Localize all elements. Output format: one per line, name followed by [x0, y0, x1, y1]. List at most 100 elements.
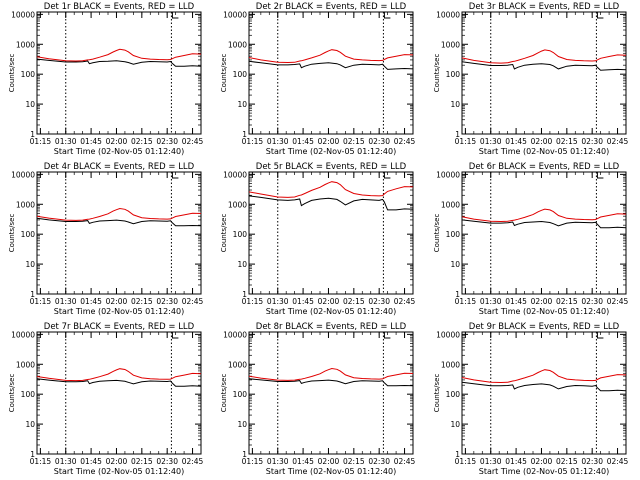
x-tick-label: 01:15 — [242, 137, 264, 146]
y-tick-label: 1000 — [441, 200, 460, 209]
y-tick-label: 10 — [450, 260, 460, 269]
x-tick-label: 02:00 — [318, 137, 340, 146]
y-tick-label: 10000 — [223, 170, 247, 179]
x-tick-label: 02:00 — [318, 457, 340, 466]
y-tick-label: 100 — [446, 70, 461, 79]
x-tick-label: 02:00 — [531, 297, 553, 306]
x-tick-label: 02:30 — [368, 137, 390, 146]
x-tick-label: 02:30 — [581, 297, 603, 306]
detector-plot-1: Det 1r BLACK = Events, RED = LLD 1 10 100 10… — [8, 2, 204, 156]
x-tick-label: 02:30 — [581, 137, 603, 146]
y-axis-label: Counts/sec — [8, 374, 16, 413]
x-tick-label: 01:45 — [505, 297, 527, 306]
y-tick-label: 1 — [455, 290, 460, 299]
lld-series-line — [248, 49, 414, 64]
y-tick-label: 10000 — [11, 330, 35, 339]
y-tick-label: 1 — [242, 130, 247, 139]
events-series-line — [248, 378, 414, 387]
y-axis-label: Counts/sec — [8, 214, 16, 253]
x-axis-label: Start Time (02-Nov-05 01:12:40) — [54, 467, 184, 476]
y-tick-label: 10000 — [436, 170, 460, 179]
y-tick-label: 1000 — [16, 40, 35, 49]
x-tick-label: 01:15 — [30, 297, 52, 306]
x-tick-label: 01:15 — [30, 137, 52, 146]
x-axis-label: Start Time (02-Nov-05 01:12:40) — [479, 307, 609, 316]
y-tick-label: 1000 — [228, 200, 247, 209]
y-axis-label: Counts/sec — [433, 214, 441, 253]
plot-frame — [36, 11, 202, 135]
lld-series-line — [36, 368, 202, 382]
plot-title: Det 7r BLACK = Events, RED = LLD — [44, 322, 195, 332]
x-axis-label: Start Time (02-Nov-05 01:12:40) — [54, 147, 184, 156]
y-tick-label: 100 — [21, 390, 36, 399]
events-series-line — [36, 378, 202, 387]
x-tick-label: 01:30 — [55, 297, 77, 306]
plot-frame — [248, 171, 414, 295]
y-axis-label: Counts/sec — [220, 54, 228, 93]
marker-bracket — [171, 332, 179, 339]
y-tick-label: 1 — [30, 290, 35, 299]
x-tick-label: 02:45 — [607, 457, 629, 466]
y-tick-label: 10000 — [223, 10, 247, 19]
y-tick-label: 10000 — [436, 10, 460, 19]
x-tick-label: 01:45 — [80, 297, 102, 306]
y-tick-label: 10 — [237, 100, 247, 109]
y-tick-label: 100 — [233, 70, 248, 79]
marker-bracket — [596, 12, 604, 19]
marker-bracket — [596, 172, 604, 179]
x-tick-label: 02:15 — [556, 137, 578, 146]
x-tick-label: 01:45 — [80, 137, 102, 146]
x-tick-label: 02:00 — [106, 137, 128, 146]
y-axis-label: Counts/sec — [433, 374, 441, 413]
y-tick-label: 100 — [446, 390, 461, 399]
plot-frame — [36, 171, 202, 295]
lld-series-line — [248, 181, 414, 198]
x-tick-label: 02:45 — [394, 297, 416, 306]
lld-series-line — [36, 207, 202, 221]
detector-plot-4: Det 4r BLACK = Events, RED = LLD 1 10 100 10… — [8, 162, 204, 316]
y-tick-label: 100 — [446, 230, 461, 239]
y-axis-label: Counts/sec — [433, 54, 441, 93]
y-tick-label: 10 — [450, 420, 460, 429]
plot-frame — [461, 331, 627, 455]
x-tick-label: 02:00 — [531, 457, 553, 466]
y-tick-label: 1 — [242, 290, 247, 299]
x-tick-label: 01:45 — [505, 137, 527, 146]
lld-series-line — [248, 367, 414, 381]
x-tick-label: 02:15 — [343, 297, 365, 306]
y-tick-label: 1 — [30, 130, 35, 139]
x-tick-label: 02:15 — [131, 297, 153, 306]
plot-title: Det 5r BLACK = Events, RED = LLD — [256, 162, 407, 172]
x-tick-label: 01:30 — [480, 457, 502, 466]
marker-bracket — [171, 172, 179, 179]
y-tick-label: 10000 — [436, 330, 460, 339]
marker-bracket — [383, 12, 391, 19]
x-tick-label: 01:45 — [292, 297, 314, 306]
y-tick-label: 10000 — [223, 330, 247, 339]
plot-frame — [248, 11, 414, 135]
y-tick-label: 10000 — [11, 10, 35, 19]
x-tick-label: 02:15 — [131, 137, 153, 146]
marker-bracket — [383, 172, 391, 179]
y-tick-label: 1000 — [16, 200, 35, 209]
x-tick-label: 01:15 — [30, 457, 52, 466]
y-tick-label: 1000 — [228, 40, 247, 49]
y-tick-label: 1 — [30, 450, 35, 459]
x-axis-label: Start Time (02-Nov-05 01:12:40) — [266, 307, 396, 316]
x-tick-label: 02:30 — [156, 457, 178, 466]
plot-title: Det 1r BLACK = Events, RED = LLD — [44, 2, 195, 12]
x-axis-label: Start Time (02-Nov-05 01:12:40) — [266, 467, 396, 476]
x-tick-label: 01:15 — [242, 457, 264, 466]
y-tick-label: 1000 — [441, 40, 460, 49]
x-tick-label: 01:30 — [480, 137, 502, 146]
y-axis-label: Counts/sec — [8, 54, 16, 93]
x-tick-label: 01:30 — [55, 457, 77, 466]
plot-frame — [36, 331, 202, 455]
y-tick-label: 10 — [237, 420, 247, 429]
events-series-line — [248, 60, 414, 70]
x-tick-label: 01:15 — [455, 297, 477, 306]
x-tick-label: 01:15 — [242, 297, 264, 306]
y-tick-label: 100 — [21, 230, 36, 239]
events-series-line — [248, 195, 414, 211]
detector-plot-9: Det 9r BLACK = Events, RED = LLD 1 10 100 10… — [433, 322, 629, 476]
